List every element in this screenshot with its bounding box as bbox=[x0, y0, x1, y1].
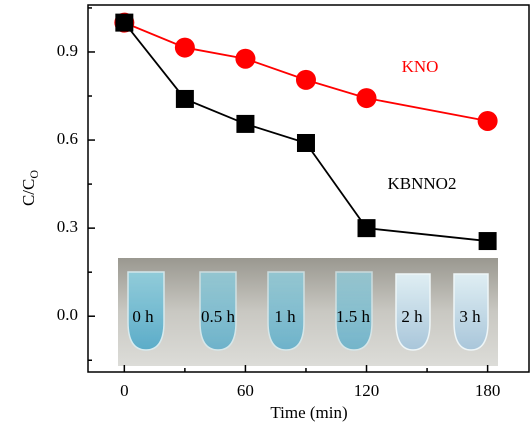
y-tick-label: 0.9 bbox=[57, 41, 78, 60]
inset-label: 0 h bbox=[132, 307, 154, 326]
marker bbox=[176, 90, 194, 108]
marker bbox=[357, 88, 377, 108]
inset-photo bbox=[118, 258, 498, 366]
inset-label: 0.5 h bbox=[201, 307, 236, 326]
x-tick-label: 0 bbox=[120, 381, 129, 400]
x-tick-label: 60 bbox=[237, 381, 254, 400]
y-tick-label: 0.6 bbox=[57, 129, 78, 148]
chart: 0.0 0.3 0.6 0.9 0 60 120 180 Time (min) C/CO KNO KB… bbox=[0, 0, 532, 431]
marker bbox=[297, 134, 315, 152]
marker bbox=[175, 38, 195, 58]
inset-label: 1 h bbox=[274, 307, 296, 326]
marker bbox=[479, 232, 497, 250]
inset-label: 2 h bbox=[401, 307, 423, 326]
y-axis-label-subscript: O bbox=[27, 170, 41, 179]
y-tick-label: 0.3 bbox=[57, 217, 78, 236]
legend-entry: KBNNO2 bbox=[388, 174, 457, 193]
marker bbox=[296, 70, 316, 90]
x-tick-label: 120 bbox=[354, 381, 380, 400]
x-axis-label: Time (min) bbox=[270, 403, 347, 422]
y-axis-label-main: C/C bbox=[19, 179, 38, 206]
y-tick-label: 0.0 bbox=[57, 305, 78, 324]
inset-label: 1.5 h bbox=[336, 307, 371, 326]
marker bbox=[115, 14, 133, 32]
marker bbox=[235, 49, 255, 69]
inset-label: 3 h bbox=[459, 307, 481, 326]
legend-entry: KNO bbox=[402, 57, 439, 76]
marker bbox=[478, 111, 498, 131]
y-axis-label: C/CO bbox=[19, 170, 41, 206]
marker bbox=[358, 219, 376, 237]
x-tick-label: 180 bbox=[475, 381, 501, 400]
marker bbox=[236, 115, 254, 133]
